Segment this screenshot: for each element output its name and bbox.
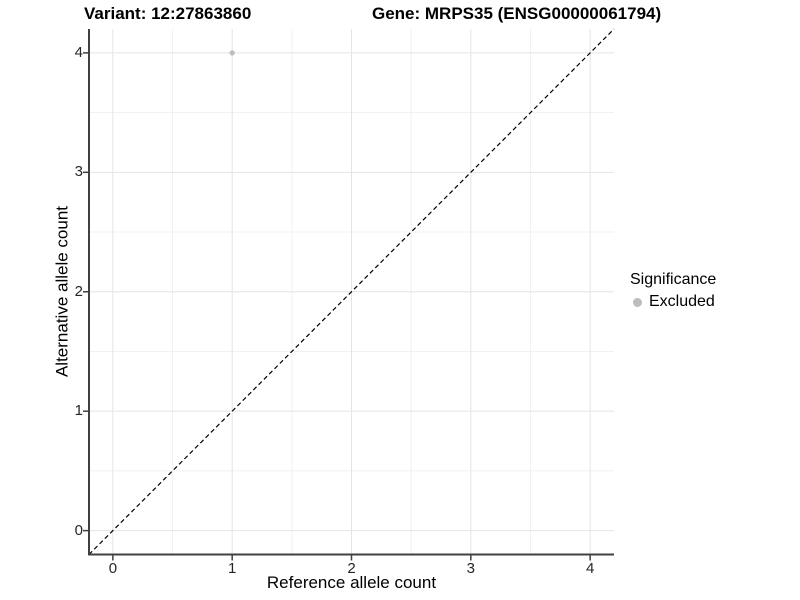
x-axis-title: Reference allele count	[266, 573, 437, 592]
y-tick-label: 0	[74, 521, 83, 539]
y-tick-label: 4	[74, 43, 83, 61]
x-tick-label: 0	[108, 560, 118, 577]
variant-title: Variant: 12:27863860	[84, 4, 252, 23]
legend-items: Excluded	[630, 293, 716, 311]
legend-point-icon	[633, 297, 642, 307]
legend-item: Excluded	[630, 293, 716, 311]
gene-title: Gene: MRPS35 (ENSG00000061794)	[372, 4, 662, 23]
x-tick-label: 2	[347, 560, 356, 577]
legend-title: Significance	[630, 271, 717, 288]
identity-reference-line	[88, 28, 615, 555]
y-axis-title: Alternative allele count	[52, 205, 72, 378]
y-tick-label: 3	[74, 163, 83, 181]
data-point	[229, 50, 235, 56]
legend: Significance Excluded	[630, 271, 716, 311]
y-tick-label: 2	[74, 282, 83, 300]
legend-item-label: Excluded	[649, 293, 715, 310]
x-tick-label: 4	[585, 560, 595, 577]
y-tick-label: 1	[74, 402, 83, 420]
x-tick-label: 1	[228, 560, 237, 577]
x-tick-label: 3	[466, 560, 475, 577]
